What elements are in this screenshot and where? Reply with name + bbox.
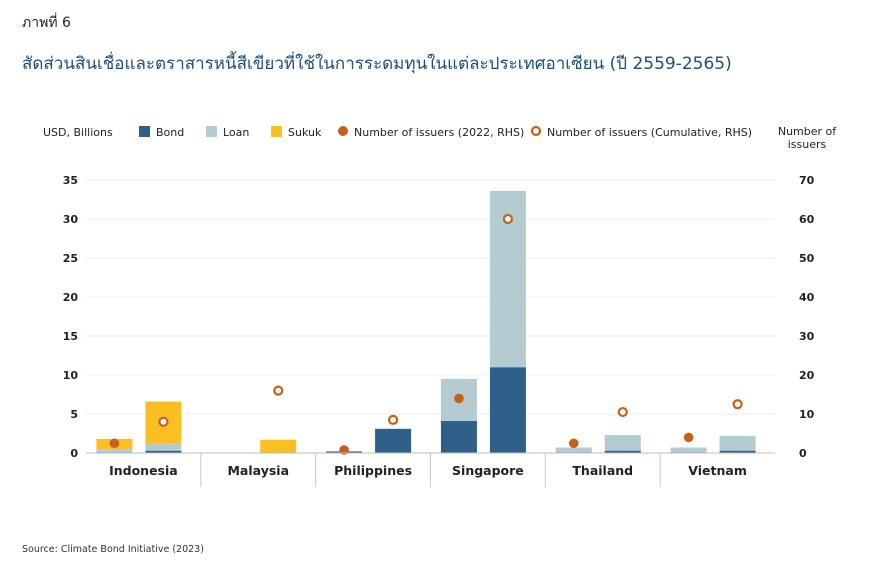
bar-loan — [719, 435, 756, 451]
right-tick-label: 10 — [799, 408, 815, 421]
right-tick-label: 70 — [799, 174, 815, 187]
marker-issuers-2022 — [109, 438, 120, 449]
marker-issuers-cumulative — [502, 213, 514, 225]
marker-issuers-cumulative — [158, 416, 169, 427]
legend: USD, Billions Bond Loan Sukuk Number of … — [43, 125, 837, 151]
bar-bond — [604, 450, 641, 453]
category-label: Thailand — [572, 463, 633, 478]
right-tick-label: 20 — [799, 369, 815, 382]
bar-loan — [670, 447, 707, 453]
right-tick-label: 40 — [799, 291, 815, 304]
marker-issuers-2022 — [683, 432, 694, 443]
left-tick-label: 0 — [70, 447, 78, 460]
marker-issuers-2022 — [454, 393, 464, 404]
marker-issuers-2022 — [339, 445, 349, 455]
figure-label: ภาพที่ 6 — [22, 15, 71, 31]
category-label: Philippines — [334, 463, 412, 478]
right-axis-ticks: 0 10 20 30 40 50 60 70 — [799, 174, 815, 460]
left-tick-label: 10 — [63, 369, 79, 382]
chart-title: สัดส่วนสินเชื่อและตราสารหนี้สีเขียวที่ใช… — [22, 54, 732, 74]
legend-label-issuers-cumulative: Number of issuers (Cumulative, RHS) — [547, 126, 752, 139]
legend-label-loan: Loan — [223, 126, 249, 139]
left-axis-label: USD, Billions — [43, 126, 113, 139]
bar-bond — [440, 421, 477, 453]
legend-label-bond: Bond — [156, 126, 184, 139]
bar-bond — [489, 367, 526, 453]
legend-label-issuers-2022: Number of issuers (2022, RHS) — [354, 126, 524, 139]
legend-swatch-loan — [206, 126, 217, 137]
bar-loan — [145, 443, 182, 451]
gridlines — [86, 179, 775, 415]
category-label: Vietnam — [688, 463, 747, 478]
category-label: Indonesia — [109, 463, 178, 478]
right-tick-label: 50 — [799, 252, 815, 265]
right-tick-label: 60 — [799, 213, 815, 226]
bar-bond — [719, 450, 756, 453]
right-tick-label: 30 — [799, 330, 815, 343]
legend-label-sukuk: Sukuk — [288, 126, 322, 139]
left-axis-ticks: 0 5 10 15 20 25 30 35 — [63, 174, 79, 460]
issuer-markers — [109, 213, 743, 455]
bar-bond — [375, 428, 412, 453]
marker-issuers-cumulative — [617, 406, 628, 418]
left-tick-label: 35 — [63, 174, 78, 187]
category-label: Singapore — [452, 463, 524, 478]
marker-issuers-cumulative — [387, 414, 399, 425]
left-tick-label: 20 — [63, 291, 79, 304]
legend-marker-issuers-cumulative — [530, 125, 542, 137]
x-axis: Indonesia Malaysia Philippines Singapore Tha… — [86, 452, 775, 487]
marker-issuers-2022 — [568, 438, 579, 449]
legend-marker-issuers-2022 — [338, 126, 348, 136]
bar-bond — [145, 450, 182, 453]
bar-loan — [555, 447, 592, 453]
marker-issuers-cumulative — [273, 385, 284, 396]
legend-swatch-sukuk — [271, 126, 282, 137]
right-tick-label: 0 — [799, 447, 807, 460]
marker-issuers-cumulative — [732, 399, 743, 410]
left-tick-label: 30 — [63, 213, 79, 226]
left-tick-label: 15 — [63, 330, 78, 343]
legend-swatch-bond — [139, 126, 150, 137]
left-tick-label: 25 — [63, 252, 78, 265]
bar-loan — [96, 449, 133, 453]
category-label: Malaysia — [227, 463, 289, 478]
bar-loan — [604, 435, 641, 451]
bar-sukuk — [260, 439, 297, 453]
right-axis-label: Number of issuers — [778, 125, 837, 151]
left-tick-label: 5 — [70, 408, 78, 421]
source-note: Source: Climate Bond Initiative (2023) — [22, 544, 204, 555]
